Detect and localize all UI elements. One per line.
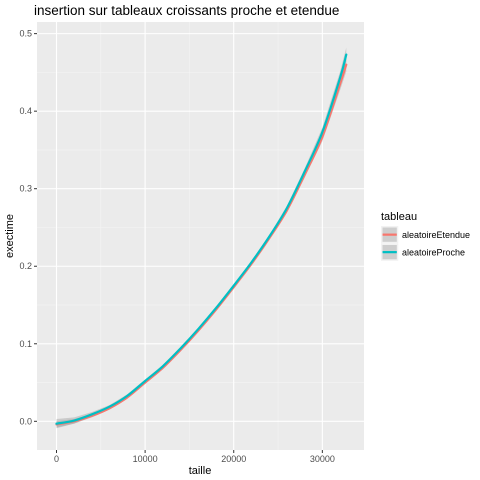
x-tick-label: 30000 [310,454,335,464]
y-tick-label: 0.3 [19,184,32,194]
x-axis: 0 10000 20000 30000 [54,450,335,464]
legend-label-aleatoireEtendue: aleatoireEtendue [402,230,470,240]
x-tick-label: 20000 [221,454,246,464]
chart-title: insertion sur tableaux croissants proche… [34,3,339,18]
x-tick-label: 0 [54,454,59,464]
y-tick-label: 0.1 [19,339,32,349]
series-lines [55,53,348,426]
minor-gridlines [37,22,364,450]
y-tick-label: 0.5 [19,29,32,39]
major-gridlines [37,22,364,450]
x-axis-title: taille [189,465,212,477]
series-line-aleatoireProche [55,53,348,425]
y-axis: 0.0 0.1 0.2 0.3 0.4 0.5 [19,29,37,426]
x-tick-label: 10000 [133,454,158,464]
y-tick-label: 0.4 [19,106,32,116]
y-tick-label: 0.2 [19,261,32,271]
legend-title: tableau [381,211,417,223]
plot-panel [37,22,364,450]
legend-label-aleatoireProche: aleatoireProche [402,248,465,258]
legend: tableau aleatoireEtendue aleatoireProche [381,211,470,261]
y-axis-title: exectime [4,214,16,258]
y-tick-label: 0.0 [19,416,32,426]
